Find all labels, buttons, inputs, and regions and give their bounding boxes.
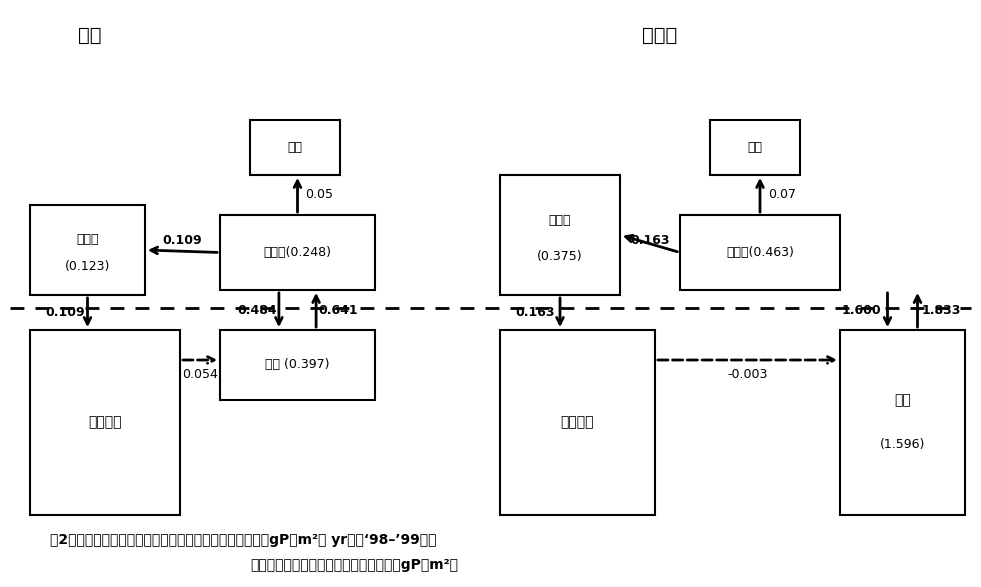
- Text: シバ: シバ: [78, 25, 102, 45]
- Text: 0.484: 0.484: [237, 303, 277, 316]
- Bar: [500, 175, 620, 295]
- Text: (0.123): (0.123): [65, 259, 110, 273]
- Text: 0.109: 0.109: [46, 306, 85, 319]
- Text: （　　　）内数値は年平均リン現存量（gP／m²）: （ ）内数値は年平均リン現存量（gP／m²）: [250, 558, 458, 572]
- FancyArrowPatch shape: [626, 235, 677, 252]
- Bar: [840, 330, 965, 515]
- Text: 0.07: 0.07: [768, 188, 796, 201]
- Text: ススキ: ススキ: [643, 25, 678, 45]
- FancyArrowPatch shape: [658, 357, 834, 363]
- Text: 土壌リン: 土壌リン: [88, 416, 122, 430]
- FancyArrowPatch shape: [84, 298, 91, 324]
- Bar: [220, 330, 375, 400]
- Text: 0.163: 0.163: [515, 306, 554, 319]
- FancyArrowPatch shape: [756, 181, 763, 212]
- Text: 枯死部: 枯死部: [548, 214, 571, 227]
- FancyArrowPatch shape: [914, 296, 921, 327]
- Text: 種子: 種子: [748, 141, 762, 154]
- FancyArrowPatch shape: [182, 357, 214, 363]
- FancyArrowPatch shape: [151, 247, 217, 254]
- Text: 根部 (0.397): 根部 (0.397): [265, 359, 330, 372]
- Text: 0.109: 0.109: [163, 234, 202, 247]
- Text: 根部: 根部: [894, 393, 911, 407]
- Text: (1.596): (1.596): [880, 438, 925, 451]
- Bar: [710, 120, 800, 175]
- Text: 1.833: 1.833: [922, 303, 961, 316]
- FancyArrowPatch shape: [884, 293, 891, 324]
- FancyArrowPatch shape: [276, 293, 283, 324]
- Bar: [680, 215, 840, 290]
- Text: 種子: 種子: [287, 141, 302, 154]
- Text: 囲2　シバ・ススキ型野草地における年間のリンの動き（gP／m²／ yr）（‘98–’99年）: 囲2 シバ・ススキ型野草地における年間のリンの動き（gP／m²／ yr）（‘98…: [50, 533, 437, 547]
- Text: 0.163: 0.163: [630, 234, 670, 247]
- Text: 地上部(0.463): 地上部(0.463): [726, 246, 794, 259]
- Text: 0.054: 0.054: [182, 369, 218, 382]
- FancyArrowPatch shape: [294, 181, 301, 212]
- Bar: [250, 120, 340, 175]
- Text: 地上部(0.248): 地上部(0.248): [264, 246, 332, 259]
- Bar: [30, 330, 180, 515]
- Bar: [30, 205, 145, 295]
- Bar: [220, 215, 375, 290]
- Text: 土壌リン: 土壌リン: [561, 416, 594, 430]
- FancyArrowPatch shape: [556, 298, 563, 324]
- Text: -0.003: -0.003: [727, 369, 768, 382]
- Bar: [500, 330, 655, 515]
- Text: 0.641: 0.641: [318, 303, 358, 316]
- Text: 枯死部: 枯死部: [77, 232, 99, 246]
- FancyArrowPatch shape: [313, 296, 320, 327]
- Text: (0.375): (0.375): [538, 250, 583, 263]
- Text: 0.05: 0.05: [305, 188, 334, 201]
- Text: 1.600: 1.600: [842, 303, 881, 316]
